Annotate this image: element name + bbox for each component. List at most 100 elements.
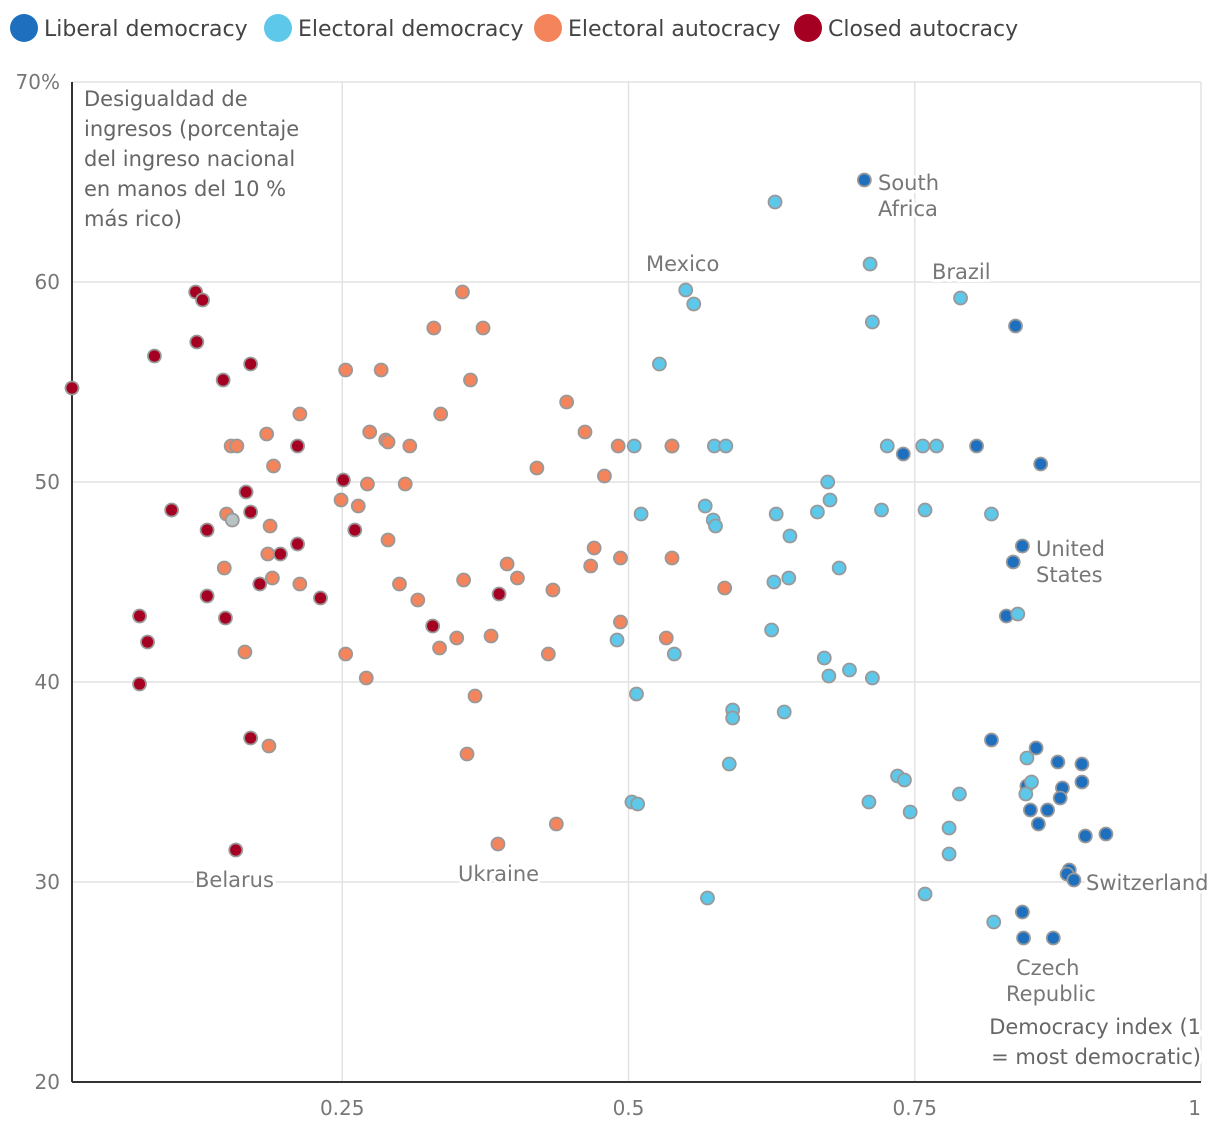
data-point[interactable] <box>718 438 734 454</box>
data-point[interactable] <box>781 570 797 586</box>
data-point[interactable] <box>290 536 305 552</box>
data-point[interactable] <box>1033 456 1049 472</box>
data-point[interactable] <box>229 438 245 454</box>
data-point[interactable] <box>842 662 857 678</box>
data-point[interactable] <box>548 816 564 832</box>
data-point[interactable] <box>467 688 483 704</box>
data-point[interactable] <box>626 438 642 454</box>
legend-item[interactable]: Electoral democracy <box>264 14 524 42</box>
data-point[interactable] <box>449 630 465 646</box>
data-point[interactable] <box>1014 904 1030 920</box>
data-point[interactable] <box>941 846 957 862</box>
data-point[interactable] <box>652 356 667 372</box>
data-point[interactable] <box>475 320 491 336</box>
data-point[interactable] <box>822 492 838 508</box>
data-point[interactable] <box>216 560 232 576</box>
data-point[interactable] <box>264 570 280 586</box>
data-point[interactable] <box>1050 754 1066 770</box>
data-point[interactable] <box>262 518 278 534</box>
data-point[interactable] <box>856 172 872 188</box>
data-point[interactable] <box>1016 930 1031 946</box>
data-point[interactable] <box>816 650 832 666</box>
data-point[interactable] <box>338 362 354 378</box>
data-point[interactable] <box>380 532 396 548</box>
data-point[interactable] <box>1005 554 1021 570</box>
data-point[interactable] <box>237 644 253 660</box>
data-point[interactable] <box>929 438 944 454</box>
data-point[interactable] <box>559 394 575 410</box>
data-point[interactable] <box>260 546 276 562</box>
data-point[interactable] <box>697 498 713 514</box>
data-point[interactable] <box>597 468 612 484</box>
data-point[interactable] <box>224 512 240 528</box>
data-point[interactable] <box>764 622 780 638</box>
data-point[interactable] <box>459 746 475 762</box>
data-point[interactable] <box>358 670 374 686</box>
data-point[interactable] <box>776 704 792 720</box>
data-point[interactable] <box>292 576 308 592</box>
data-point[interactable] <box>583 558 599 574</box>
data-point[interactable] <box>951 786 967 802</box>
data-point[interactable] <box>1031 816 1046 832</box>
data-point[interactable] <box>666 646 682 662</box>
data-point[interactable] <box>272 546 288 562</box>
data-point[interactable] <box>1022 802 1038 818</box>
data-point[interactable] <box>1077 828 1093 844</box>
data-point[interactable] <box>252 576 268 592</box>
data-point[interactable] <box>864 670 880 686</box>
data-point[interactable] <box>455 284 470 300</box>
data-point[interactable] <box>862 256 878 272</box>
data-point[interactable] <box>874 502 889 518</box>
data-point[interactable] <box>664 438 680 454</box>
data-point[interactable] <box>810 504 825 520</box>
data-point[interactable] <box>984 732 999 748</box>
data-point[interactable] <box>132 676 147 692</box>
data-point[interactable] <box>266 458 281 474</box>
data-point[interactable] <box>410 592 426 608</box>
data-point[interactable] <box>610 438 626 454</box>
data-point[interactable] <box>1024 774 1039 790</box>
data-point[interactable] <box>243 356 259 372</box>
data-point[interactable] <box>338 646 354 662</box>
data-point[interactable] <box>721 756 737 772</box>
data-point[interactable] <box>362 424 378 440</box>
data-point[interactable] <box>767 194 783 210</box>
data-point[interactable] <box>1066 872 1082 888</box>
data-point[interactable] <box>629 686 644 702</box>
data-point[interactable] <box>243 504 259 520</box>
data-point[interactable] <box>215 372 231 388</box>
data-point[interactable] <box>1074 756 1090 772</box>
data-point[interactable] <box>766 574 782 590</box>
data-point[interactable] <box>658 630 674 646</box>
data-point[interactable] <box>1052 790 1068 806</box>
data-point[interactable] <box>132 608 147 624</box>
data-point[interactable] <box>613 614 628 630</box>
data-point[interactable] <box>820 474 836 490</box>
data-point[interactable] <box>917 502 933 518</box>
data-point[interactable] <box>686 296 702 312</box>
legend-item[interactable]: Closed autocracy <box>794 14 1018 42</box>
legend-item[interactable]: Electoral autocracy <box>534 14 781 42</box>
data-point[interactable] <box>199 588 215 604</box>
data-point[interactable] <box>147 348 162 364</box>
data-point[interactable] <box>433 406 449 422</box>
data-point[interactable] <box>1014 538 1030 554</box>
data-point[interactable] <box>1074 774 1090 790</box>
data-point[interactable] <box>633 506 649 522</box>
data-point[interactable] <box>350 498 366 514</box>
data-point[interactable] <box>164 502 180 518</box>
legend-item[interactable]: Liberal democracy <box>10 14 248 42</box>
data-point[interactable] <box>953 290 968 306</box>
data-point[interactable] <box>483 628 499 644</box>
data-point[interactable] <box>545 582 561 598</box>
data-point[interactable] <box>373 362 389 378</box>
data-point[interactable] <box>864 314 880 330</box>
data-point[interactable] <box>917 886 933 902</box>
data-point[interactable] <box>292 406 308 422</box>
data-point[interactable] <box>463 372 478 388</box>
data-point[interactable] <box>1018 786 1034 802</box>
data-point[interactable] <box>1098 826 1114 842</box>
data-point[interactable] <box>1008 318 1023 334</box>
data-point[interactable] <box>897 772 912 788</box>
data-point[interactable] <box>1010 606 1026 622</box>
